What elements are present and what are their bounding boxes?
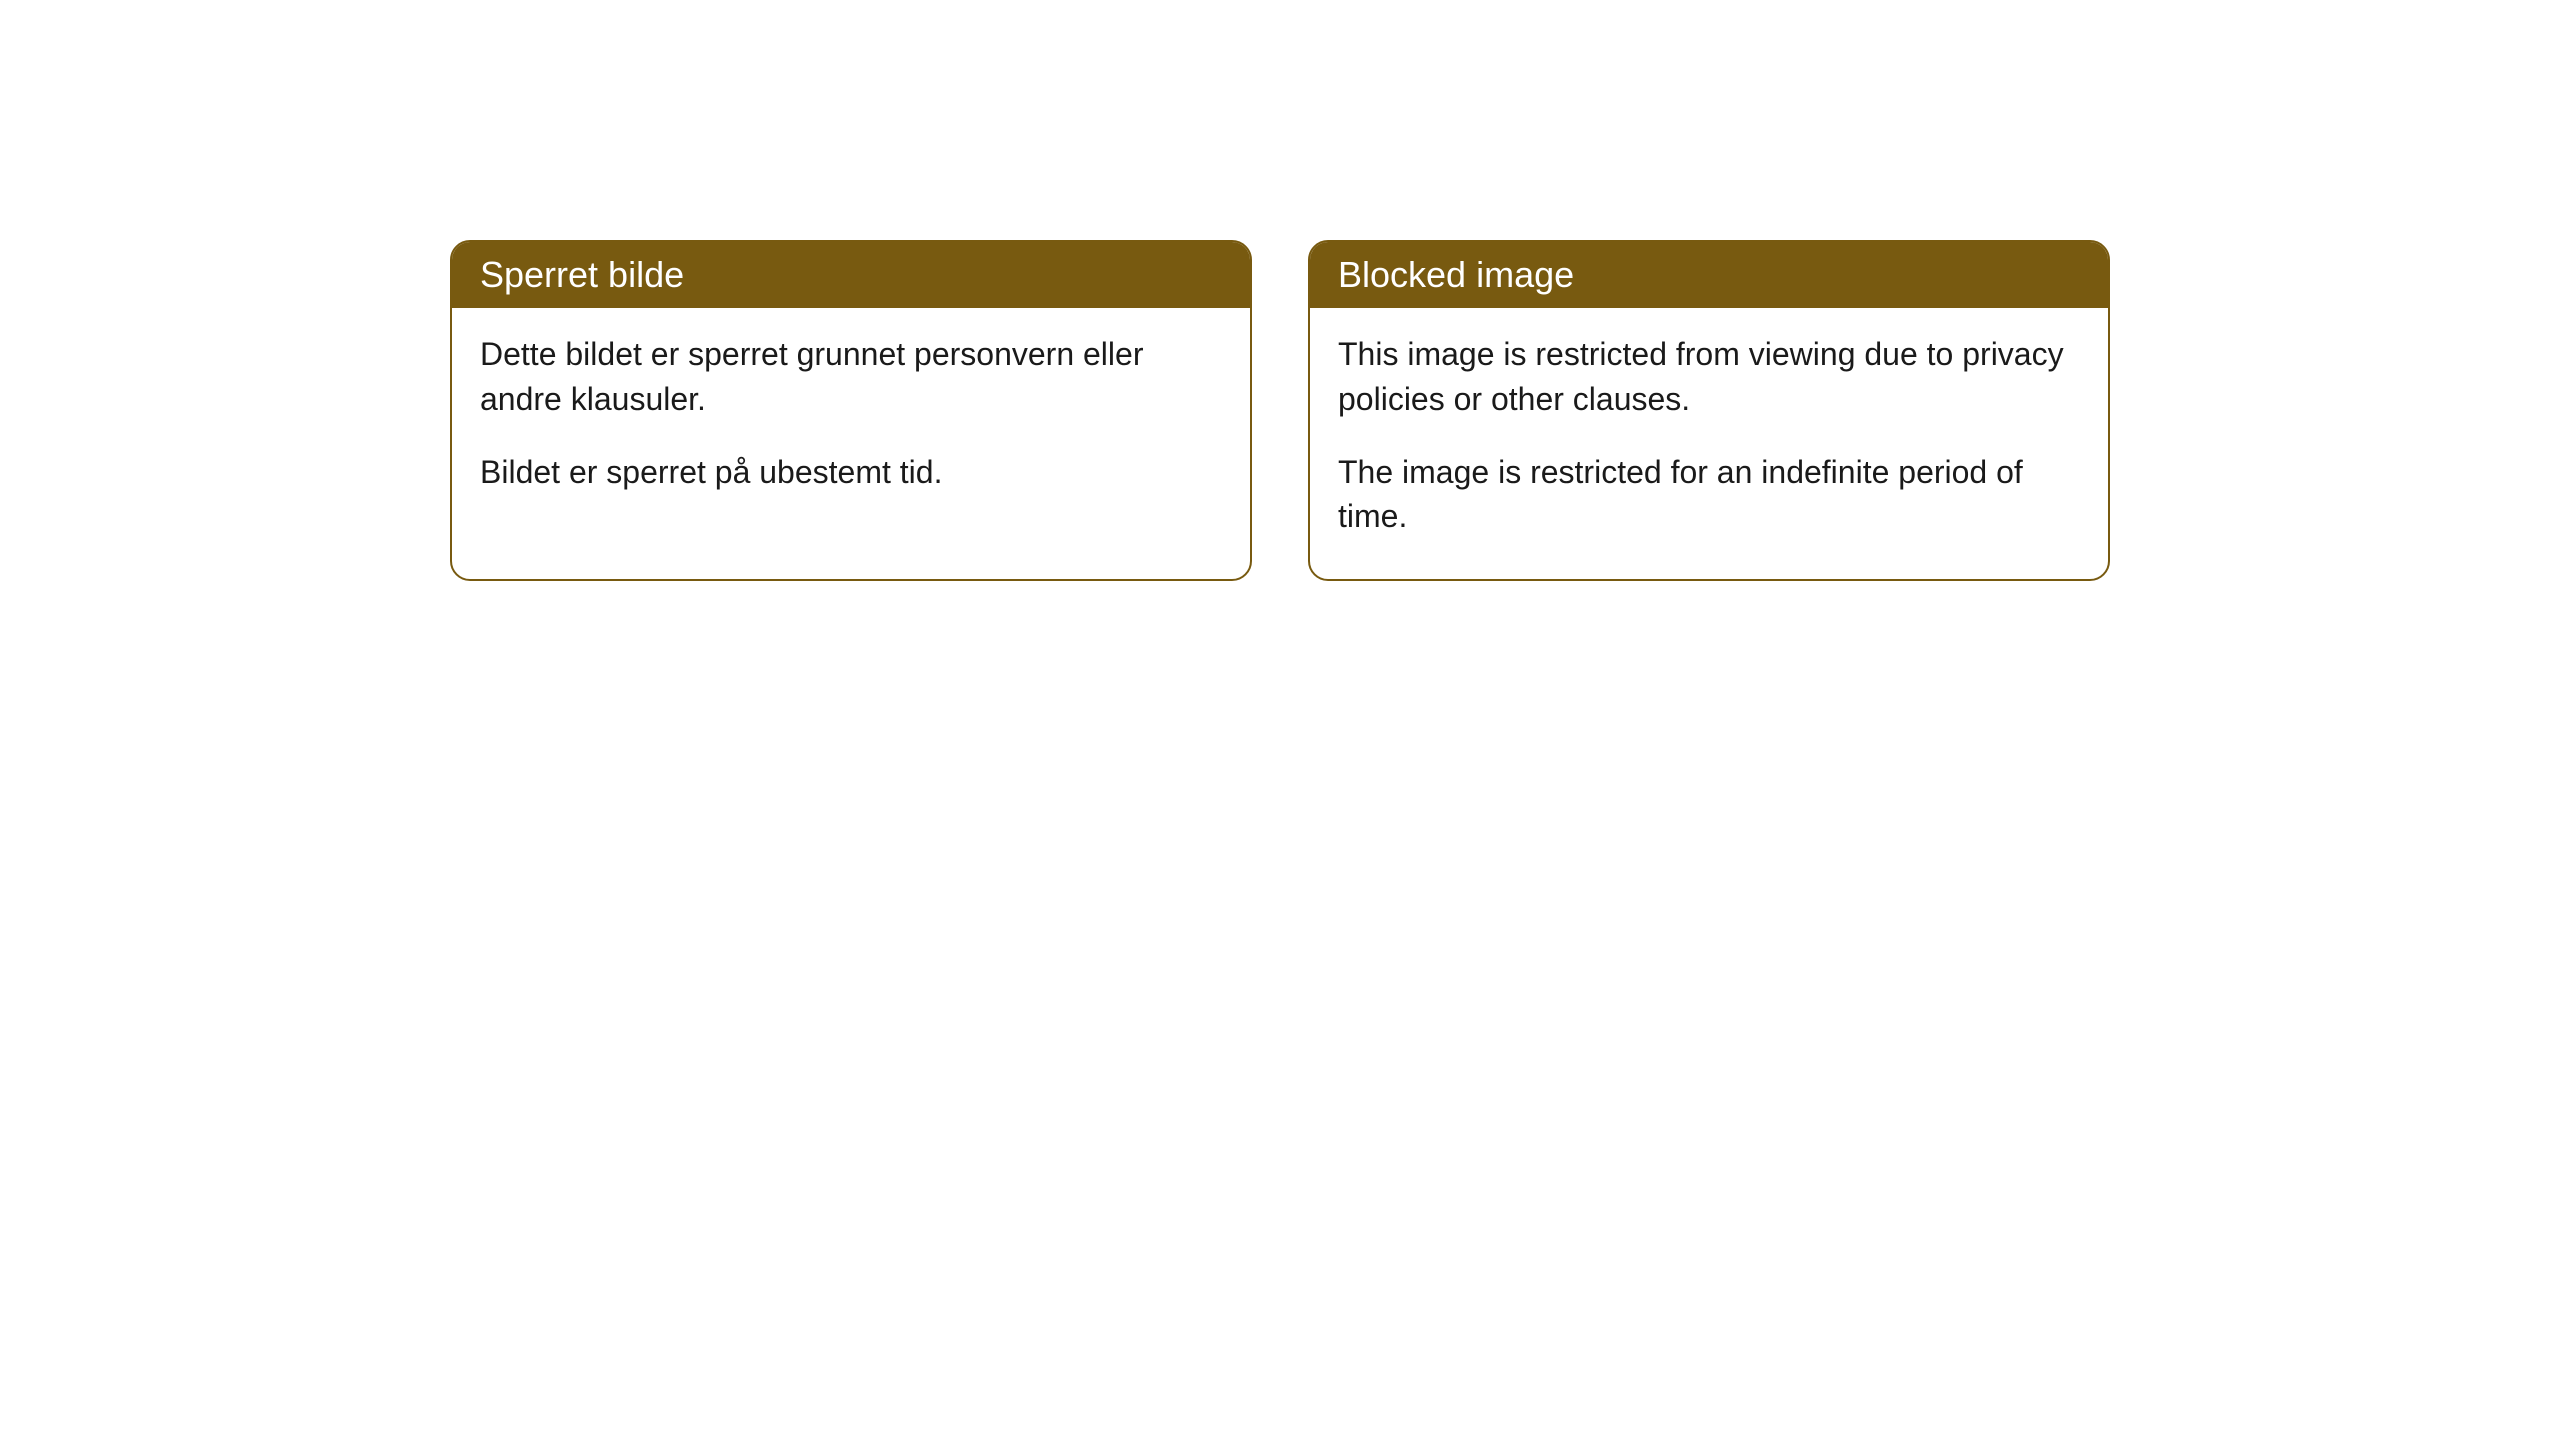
card-paragraph: This image is restricted from viewing du… xyxy=(1338,332,2080,422)
card-title: Blocked image xyxy=(1338,254,1574,295)
card-header: Blocked image xyxy=(1310,242,2108,308)
card-body: Dette bildet er sperret grunnet personve… xyxy=(452,308,1250,534)
card-title: Sperret bilde xyxy=(480,254,684,295)
card-header: Sperret bilde xyxy=(452,242,1250,308)
notice-cards-container: Sperret bilde Dette bildet er sperret gr… xyxy=(450,240,2110,581)
blocked-image-card-en: Blocked image This image is restricted f… xyxy=(1308,240,2110,581)
card-paragraph: Bildet er sperret på ubestemt tid. xyxy=(480,450,1222,495)
card-body: This image is restricted from viewing du… xyxy=(1310,308,2108,579)
card-paragraph: Dette bildet er sperret grunnet personve… xyxy=(480,332,1222,422)
card-paragraph: The image is restricted for an indefinit… xyxy=(1338,450,2080,540)
blocked-image-card-no: Sperret bilde Dette bildet er sperret gr… xyxy=(450,240,1252,581)
